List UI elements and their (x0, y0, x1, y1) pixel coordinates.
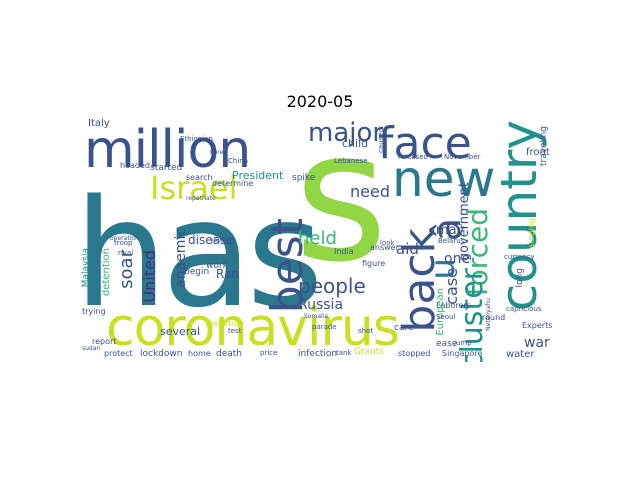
word-ease: ease (436, 339, 458, 349)
word-government: government (457, 182, 472, 262)
word-seoul: Seoul (436, 313, 456, 321)
word-cloud: has coronavirus million face new country… (80, 118, 560, 362)
word-infection: infection (298, 349, 338, 359)
word-aid: aid (396, 240, 419, 258)
word-domitory: domitory (208, 319, 245, 328)
word-november: November (444, 153, 481, 161)
word-troop: troop (114, 239, 133, 247)
word-president: President (232, 169, 284, 182)
word-ethiopian: Ethiopian (180, 135, 213, 143)
word-lebanese: Lebanese (334, 157, 368, 165)
word-need: need (350, 182, 390, 201)
word-long: long (515, 268, 525, 288)
word-home: home (188, 349, 211, 358)
word-death: death (216, 349, 242, 359)
word-protect: protect (104, 349, 133, 358)
word-war: war (524, 335, 550, 351)
word-ran: Ran (216, 267, 240, 281)
word-people: people (298, 274, 366, 298)
word-lockdown: lockdown (140, 349, 183, 359)
word-figure: figure (362, 259, 386, 268)
word-shot: shot (358, 327, 374, 335)
word-detention: detention (101, 248, 112, 297)
word-laborers: Laborers (436, 301, 471, 310)
word-russia: Russia (298, 297, 344, 313)
word-operation: operation (110, 235, 139, 242)
word-younger: younger (210, 237, 235, 244)
word-spike: spike (292, 173, 316, 183)
word-front: front (526, 147, 550, 158)
word-stopped: stopped (398, 349, 431, 358)
word-tank: tank (336, 349, 352, 357)
word-rival: rival (118, 249, 134, 257)
word-major: major (308, 118, 384, 148)
word-disease: disease (188, 233, 234, 247)
word-held: held (298, 228, 337, 249)
word-may: may (436, 223, 465, 238)
word-s: s (294, 118, 388, 302)
word-singapore: Singapore (442, 349, 483, 358)
word-parade: parade (312, 323, 337, 331)
word-answer: answer (370, 243, 399, 252)
word-grants: Grants (354, 347, 385, 357)
word-look: look (380, 239, 395, 247)
word-anaemic: anaemic (173, 228, 189, 288)
word-united: United (140, 250, 159, 303)
word-somalia: Somalia (304, 313, 329, 320)
word-report: report (92, 337, 117, 346)
word-several: several (160, 325, 201, 338)
word-has: has (80, 168, 324, 340)
word-jump: jump (454, 339, 472, 347)
word-child: child (342, 137, 369, 150)
word-israel: Israel (150, 169, 238, 207)
word-search: search (186, 173, 213, 182)
word-started: started (150, 163, 183, 173)
word-trying: trying (82, 307, 106, 316)
word-korea: Korea (210, 149, 228, 156)
word-round: round (482, 313, 506, 322)
word-released: released (398, 153, 428, 161)
word-caused: caused (377, 128, 385, 153)
word-care: care (394, 323, 414, 333)
word-traveling: traveling (539, 126, 549, 167)
word-face: face (378, 118, 472, 169)
word-experts: Experts (522, 321, 553, 330)
word-capricious: capricious (506, 305, 542, 313)
word-european: European (435, 288, 446, 336)
word-work: work (206, 261, 228, 271)
word-sudan: sudan (82, 345, 101, 352)
word-determine: determine (212, 179, 254, 188)
word-coronavirus: coronavirus (106, 298, 400, 358)
word-case: case (442, 268, 461, 305)
word-italy: Italy (88, 118, 110, 129)
word-netanyahu: Netanyahu (485, 298, 492, 331)
word-india: India (334, 247, 354, 256)
word-test: test (228, 327, 242, 335)
word-repatriate: repatriate (186, 195, 216, 202)
chart-title: 2020-05 (286, 92, 354, 111)
word-currency: currency (504, 253, 535, 261)
word-begin: begin (184, 267, 210, 277)
word-belarus: Belarus (438, 237, 465, 245)
word-million: million (84, 120, 251, 180)
word-headed: headed (120, 161, 150, 170)
word-one: one (444, 251, 471, 267)
word-price: price (260, 349, 278, 357)
word-china: China (228, 157, 248, 165)
word-surging: surging (527, 218, 536, 248)
word-water: water (506, 349, 535, 360)
word-new: new (392, 150, 496, 208)
word-malaysia: Malaysia (81, 248, 91, 288)
